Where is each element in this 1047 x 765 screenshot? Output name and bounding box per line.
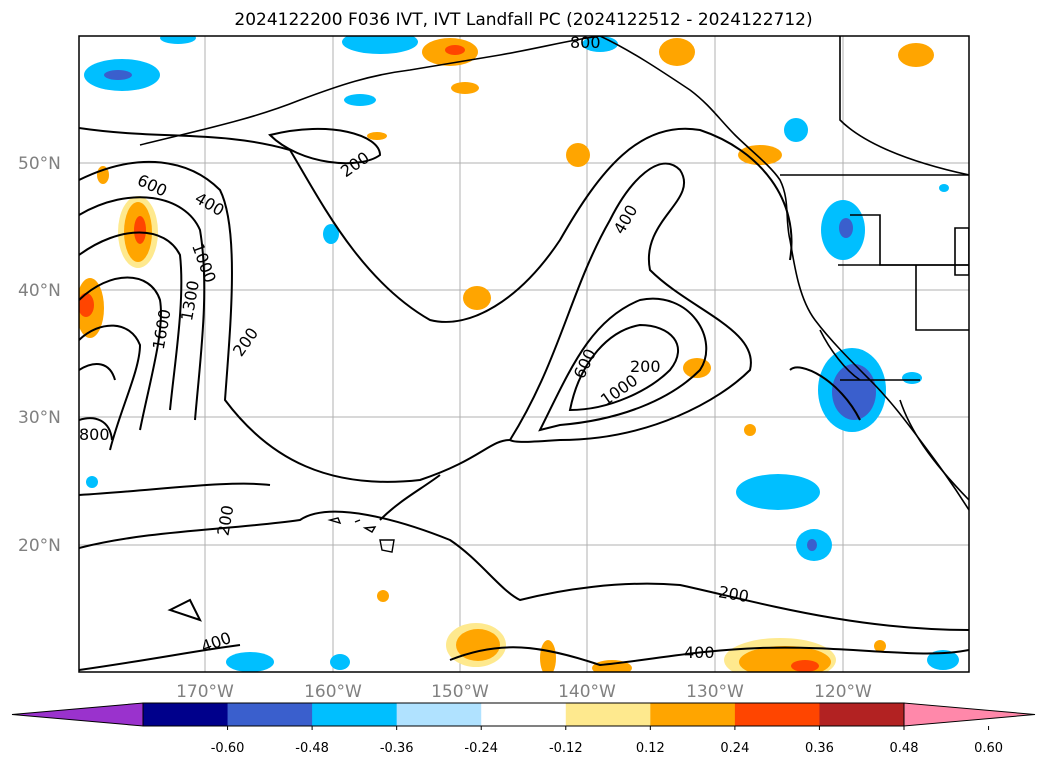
colorbar-tick-label: -0.24 xyxy=(464,741,498,756)
colorbar-bin xyxy=(650,703,736,726)
colorbar-tick-label: -0.60 xyxy=(211,741,245,756)
colorbar-bin xyxy=(819,703,905,726)
lat-label: 50°N xyxy=(18,154,61,174)
colorbar-bin xyxy=(734,703,820,726)
contour-label: 200 xyxy=(630,357,661,376)
colorbar-tick-label: 0.36 xyxy=(805,741,834,756)
map-area xyxy=(79,36,969,672)
colorbar-bin xyxy=(481,703,567,726)
lat-label: 30°N xyxy=(18,408,61,428)
lon-label: 160°W xyxy=(304,682,362,702)
map-frame xyxy=(78,35,970,673)
colorbar-bin xyxy=(227,703,313,726)
colorbar-tick-label: 0.48 xyxy=(890,741,919,756)
lat-labels: 50°N 40°N 30°N 20°N xyxy=(18,154,61,556)
colorbar-tick-label: -0.48 xyxy=(295,741,329,756)
colorbar-bin xyxy=(565,703,651,726)
lon-label: 140°W xyxy=(558,682,616,702)
colorbar-bin xyxy=(312,703,398,726)
lat-label: 20°N xyxy=(18,536,61,556)
lat-label: 40°N xyxy=(18,281,61,301)
colorbar-extend-max xyxy=(903,702,1036,727)
lon-label: 150°W xyxy=(431,682,489,702)
hawaii-islands xyxy=(327,517,395,553)
colorbar-tick-label: 0.12 xyxy=(636,741,665,756)
map-title: 2024122200 F036 IVT, IVT Landfall PC (20… xyxy=(234,10,813,30)
colorbar-extend-min xyxy=(11,702,144,727)
colorbar-tick-label: -0.12 xyxy=(549,741,583,756)
colorbar-tick-label: 0.60 xyxy=(974,741,1003,756)
coastlines xyxy=(139,36,969,511)
contour-label: 400 xyxy=(684,643,715,662)
colorbar-bin xyxy=(396,703,482,726)
contour-label: 800 xyxy=(570,33,601,52)
colorbar-tick-label: -0.36 xyxy=(380,741,414,756)
colorbar: -0.60 -0.48 -0.36 -0.24 -0.12 0.12 0.24 0.36 0.4… xyxy=(11,702,1036,756)
lon-label: 170°W xyxy=(176,682,234,702)
lon-label: 130°W xyxy=(686,682,744,702)
ivt-contours xyxy=(79,127,969,671)
contour-label: 800 xyxy=(79,425,110,444)
lon-labels: 170°W 160°W 150°W 140°W 130°W 120°W xyxy=(176,682,872,702)
colorbar-frame xyxy=(142,702,905,727)
lon-label: 120°W xyxy=(814,682,872,702)
colorbar-tick-label: 0.24 xyxy=(720,741,749,756)
colorbar-bin xyxy=(143,703,229,726)
